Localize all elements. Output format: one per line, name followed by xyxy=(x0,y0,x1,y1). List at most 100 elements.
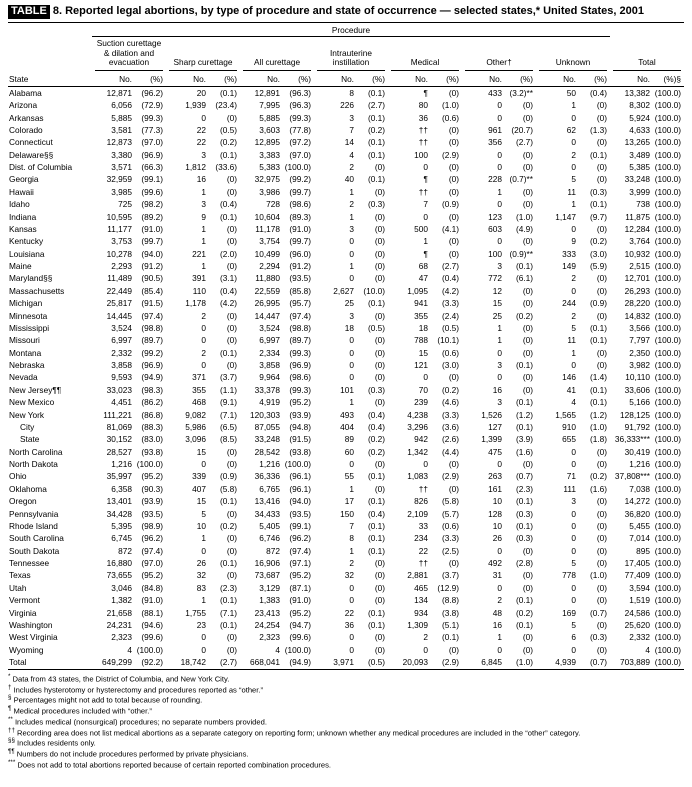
count-cell: 1,382 xyxy=(111,595,132,606)
count-cell: 20 xyxy=(196,87,206,98)
count-cell: 1 xyxy=(571,199,576,210)
percent-cell: (0) xyxy=(596,347,607,358)
count-cell: 10,278 xyxy=(106,248,132,259)
percent-cell: (2.9) xyxy=(441,471,459,482)
table-row: Dist. of Columbia 3,571 (66.3) 1,812 (33.6) 5… xyxy=(8,161,684,173)
table-row: Oklahoma 6,358 (90.3) 407 (5.8) 6,765 (96.1) 1 (… xyxy=(8,483,684,495)
percent-cell: (0) xyxy=(226,632,237,643)
count-cell: 6,765 xyxy=(259,483,280,494)
percent-cell: (0) xyxy=(522,186,533,197)
count-cell: 1 xyxy=(497,632,502,643)
count-cell: 5,395 xyxy=(111,520,132,531)
count-cell: 17,405 xyxy=(624,558,650,569)
count-cell: 161 xyxy=(488,483,502,494)
percent-cell: (85.4) xyxy=(141,285,163,296)
count-cell: 0 xyxy=(571,545,576,556)
percent-cell: (0) xyxy=(522,384,533,395)
count-cell: 12,895 xyxy=(254,137,280,148)
percent-cell: (100.0) xyxy=(284,162,311,173)
percent-cell: (88.1) xyxy=(141,607,163,618)
percent-cell: (0) xyxy=(226,570,237,581)
percent-cell: (0) xyxy=(596,360,607,371)
percent-cell: (10.1) xyxy=(437,335,459,346)
count-cell: 3 xyxy=(497,397,502,408)
count-cell: 3,571 xyxy=(111,162,132,173)
table-row: Hawaii 3,985 (99.6) 1 (0) 3,986 (99.7) 1 (0) †† (0… xyxy=(8,186,684,198)
count-cell: 3,380 xyxy=(111,149,132,160)
percent-cell: (1.8) xyxy=(589,434,607,445)
percent-cell: (1.0) xyxy=(441,100,459,111)
state-cell: Rhode Island xyxy=(9,520,58,531)
count-cell: 3,524 xyxy=(111,322,132,333)
count-cell: 22 xyxy=(196,137,206,148)
table-row: New Mexico 4,451 (86.2) 468 (9.1) 4,919 (95.2)… xyxy=(8,396,684,408)
pct-column-header: (%) xyxy=(431,71,462,88)
count-cell: 30,152 xyxy=(106,434,132,445)
percent-cell: (4.2) xyxy=(441,285,459,296)
count-cell: 738 xyxy=(636,199,650,210)
count-cell: 6,997 xyxy=(259,335,280,346)
percent-cell: (96.2) xyxy=(289,533,311,544)
percent-cell: (0) xyxy=(596,508,607,519)
count-cell: 36 xyxy=(344,619,354,630)
count-cell: 4,238 xyxy=(407,409,428,420)
percent-cell: (98.6) xyxy=(289,199,311,210)
table-row: Wyoming 4 (100.0) 0 (0) 4 (100.0) 0 (0) 0 (0) 0 (0) 0… xyxy=(8,644,684,656)
count-cell: 895 xyxy=(636,545,650,556)
count-cell: 1 xyxy=(201,261,206,272)
count-cell: 2,627 xyxy=(333,285,354,296)
percent-cell: (98.8) xyxy=(141,322,163,333)
count-cell: 1,812 xyxy=(185,162,206,173)
percent-cell: (97.0) xyxy=(289,149,311,160)
state-cell: Massachusetts xyxy=(9,285,65,296)
footnote-marker: * xyxy=(8,672,11,680)
percent-cell: (0.1) xyxy=(515,520,533,531)
column-group-label: All curettage xyxy=(243,57,311,72)
count-cell: 32 xyxy=(344,570,354,581)
count-cell: 772 xyxy=(488,273,502,284)
column-group-label: Suction curettage & dilation and evacuat… xyxy=(95,38,163,72)
percent-cell: (2.6) xyxy=(441,434,459,445)
percent-cell: (91.2) xyxy=(289,261,311,272)
percent-cell: (100.0) xyxy=(654,149,681,160)
count-cell: 14,272 xyxy=(624,496,650,507)
count-cell: 25 xyxy=(344,298,354,309)
percent-cell: (66.3) xyxy=(141,162,163,173)
count-cell: 0 xyxy=(349,644,354,655)
percent-cell: (96.0) xyxy=(289,248,311,259)
count-cell: 80 xyxy=(418,100,428,111)
state-cell: Hawaii xyxy=(9,186,34,197)
state-cell: Kansas xyxy=(9,223,37,234)
count-cell: 228 xyxy=(488,174,502,185)
footnote: * Data from 43 states, the District of C… xyxy=(8,672,230,684)
percent-cell: (0) xyxy=(226,223,237,234)
percent-cell: (99.3) xyxy=(289,347,311,358)
count-cell: 9,082 xyxy=(185,409,206,420)
count-cell: 26 xyxy=(196,558,206,569)
count-cell: 2 xyxy=(497,595,502,606)
percent-cell: (7.1) xyxy=(219,409,237,420)
table-title: TABLE 8. Reported legal abortions, by typ… xyxy=(8,5,684,19)
count-cell: ¶ xyxy=(423,248,428,259)
count-cell: 17 xyxy=(344,496,354,507)
percent-cell: (86.8) xyxy=(141,409,163,420)
count-cell: 25 xyxy=(492,310,502,321)
count-cell: 9 xyxy=(201,211,206,222)
percent-cell: (0.4) xyxy=(219,285,237,296)
percent-cell: (8.8) xyxy=(441,595,459,606)
percent-cell: (100.0) xyxy=(654,162,681,173)
count-cell: 6,997 xyxy=(111,335,132,346)
percent-cell: (100.0) xyxy=(654,124,681,135)
count-cell: 36,333*** xyxy=(614,434,650,445)
table-row: Missouri 6,997 (89.7) 0 (0) 6,997 (89.7) 0 (0) 78… xyxy=(8,335,684,347)
count-cell: 50 xyxy=(566,87,576,98)
percent-cell: (6.1) xyxy=(515,273,533,284)
table-row: Michigan 25,817 (91.5) 1,178 (4.2) 26,995 (95.… xyxy=(8,297,684,309)
count-cell: 0 xyxy=(571,508,576,519)
state-cell: Louisiana xyxy=(9,248,45,259)
percent-cell: (0.1) xyxy=(219,347,237,358)
percent-cell: (100.0) xyxy=(654,582,681,593)
percent-cell: (5.7) xyxy=(441,508,459,519)
count-cell: 1,939 xyxy=(185,100,206,111)
count-cell: 3,581 xyxy=(111,124,132,135)
